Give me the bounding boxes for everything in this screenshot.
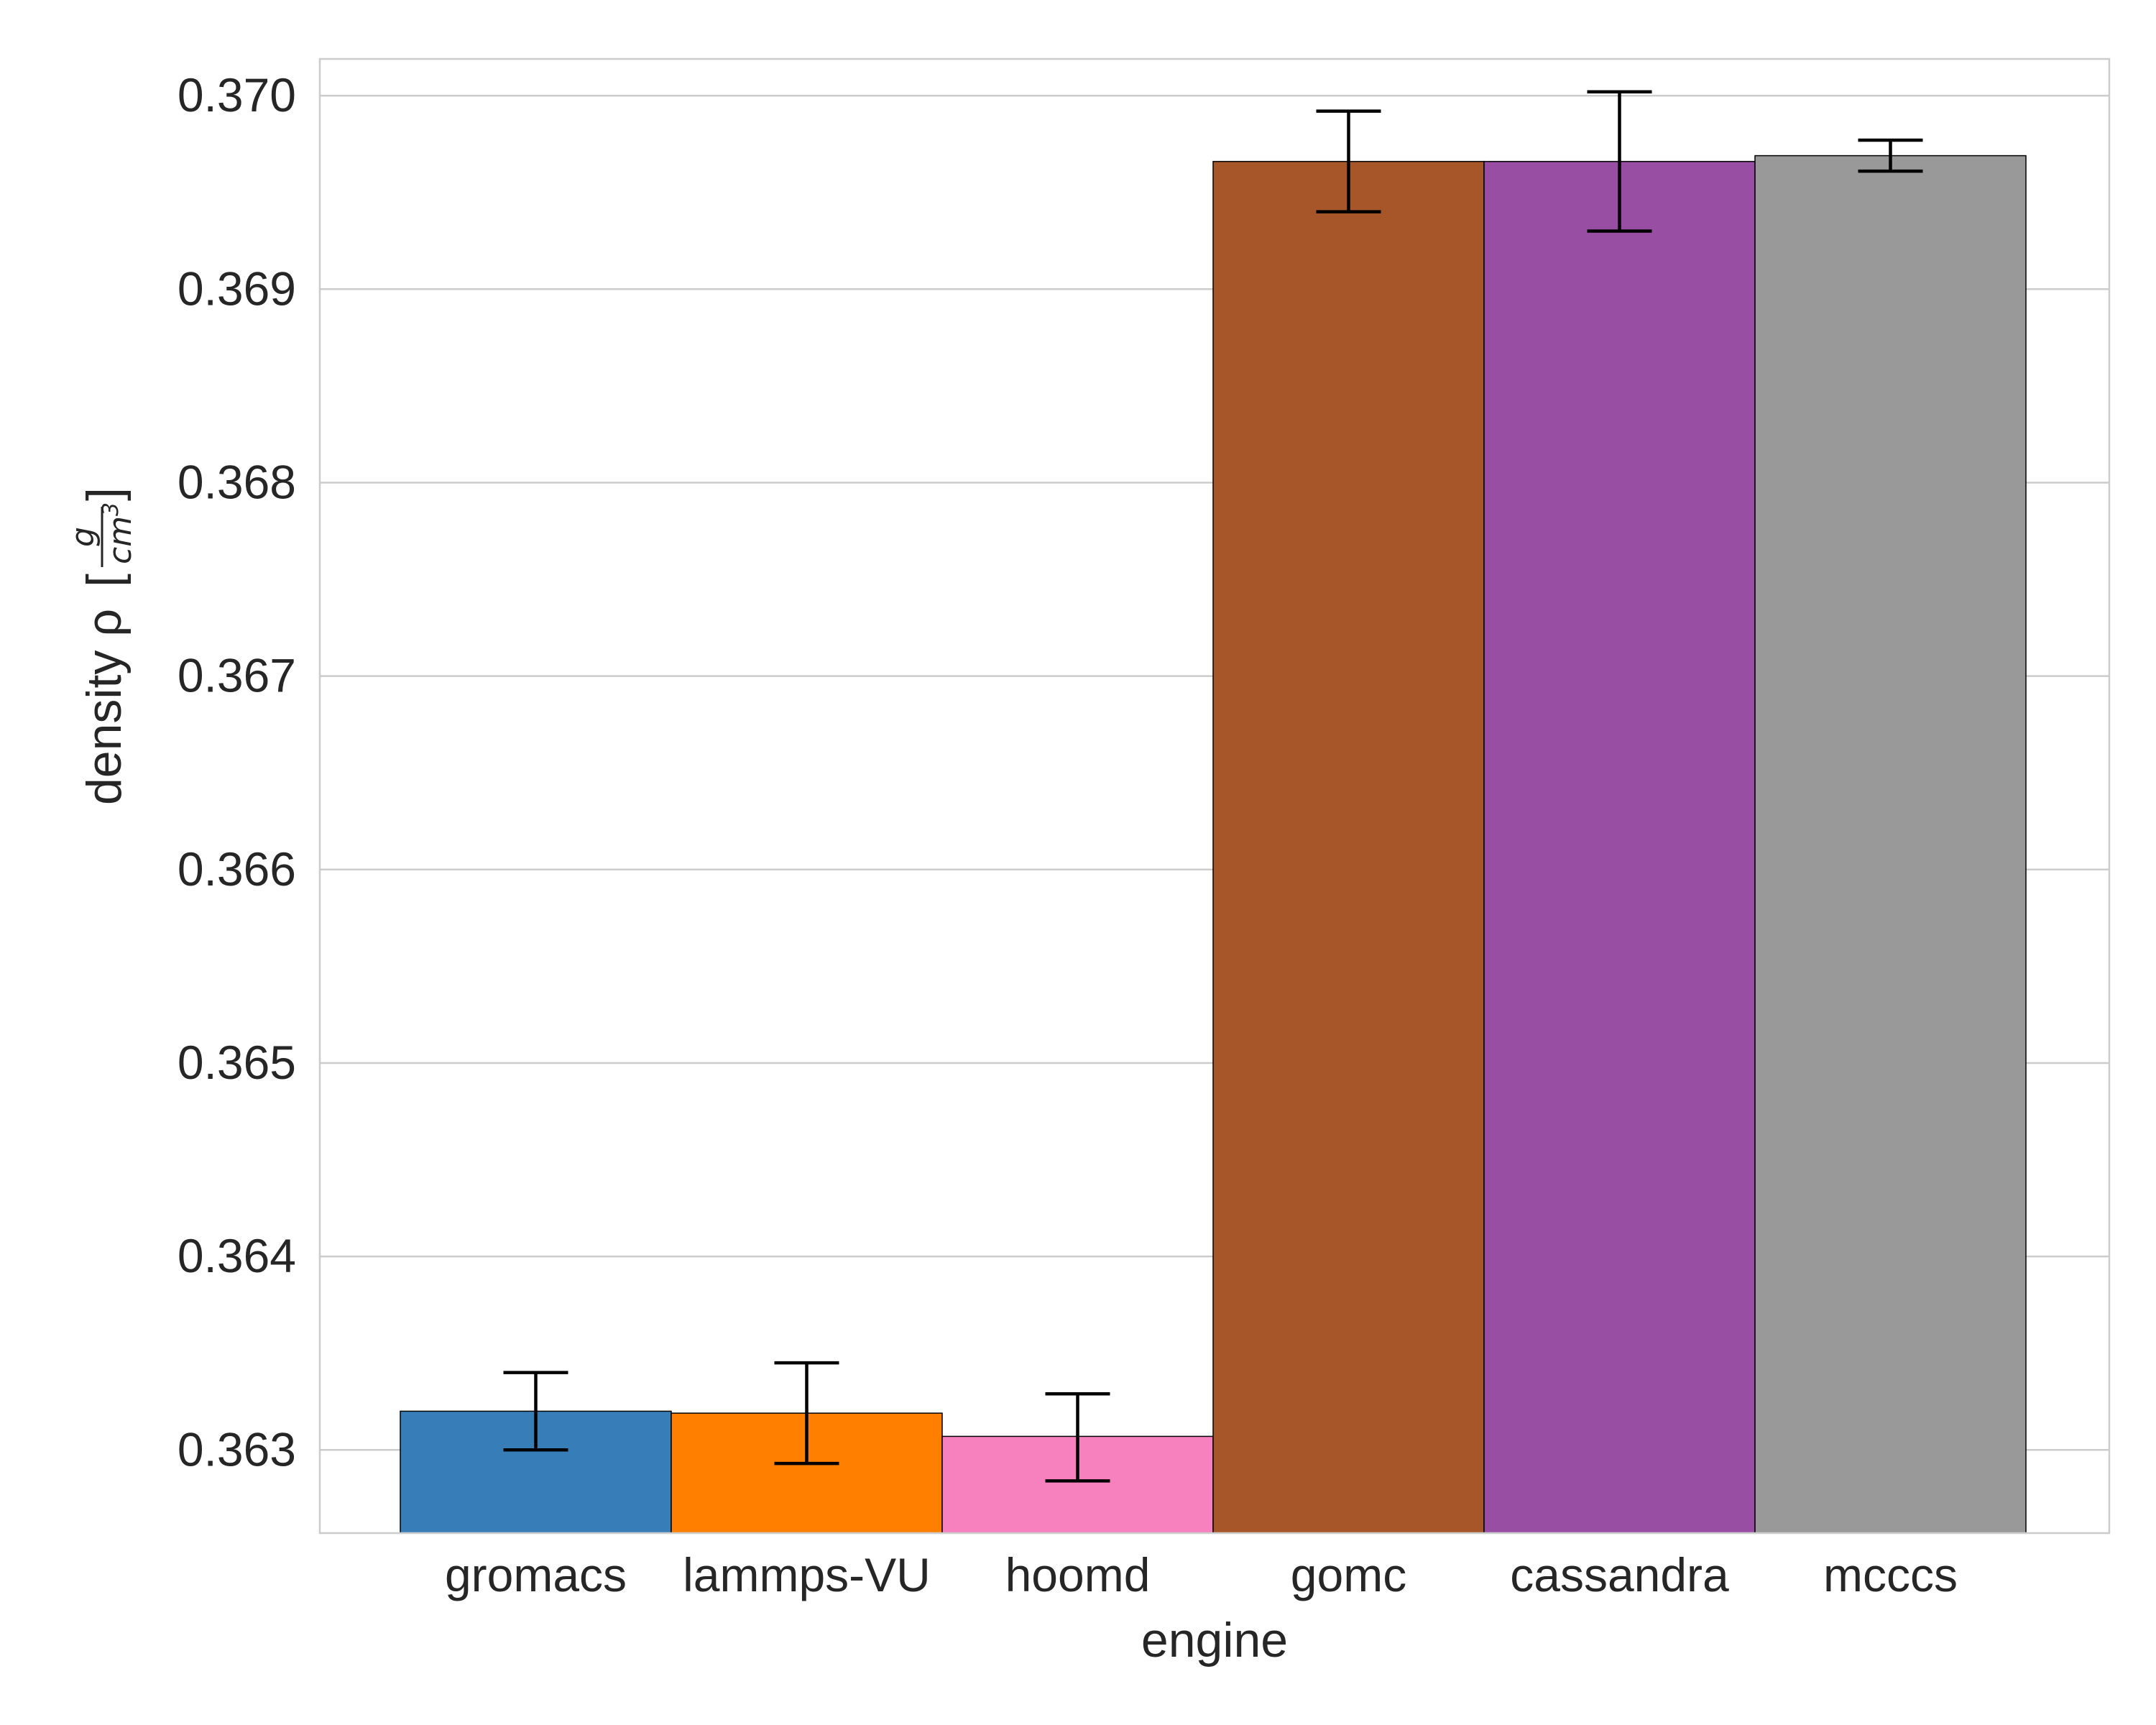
- y-tick-labels: 0.363 0.364 0.365 0.366 0.367 0.368 0.369 0.370: [178, 68, 296, 1476]
- x-tick-label-mcccs: mcccs: [1823, 1548, 1958, 1601]
- y-tick-label: 0.367: [178, 649, 296, 702]
- y-tick-label: 0.364: [178, 1229, 296, 1282]
- y-tick-label: 0.365: [178, 1036, 296, 1089]
- error-bar-gomc: [1316, 109, 1381, 213]
- error-bar-hoomd: [1045, 1392, 1110, 1483]
- bar-gomc: [1212, 160, 1485, 1534]
- plot-frame: [318, 58, 2111, 1535]
- y-tick-label: 0.368: [178, 455, 296, 508]
- x-tick-labels: gromacs lammps-VU hoomd gomc cassandra mcccs: [445, 1548, 1958, 1601]
- y-axis-unit-denominator: cm3: [98, 502, 139, 564]
- y-tick-label: 0.366: [178, 842, 296, 896]
- y-axis-unit-numerator: g: [65, 527, 101, 547]
- error-bar-lammps-VU: [774, 1361, 839, 1466]
- error-bar-mcccs: [1858, 138, 1923, 173]
- y-axis-unit-denominator-base: cm: [102, 516, 139, 564]
- y-axis-unit-exponent: 3: [98, 502, 124, 516]
- bar-mcccs: [1754, 155, 2027, 1534]
- y-axis-label: density ρ [ g cm3 ]: [65, 487, 139, 805]
- x-tick-label-lammps-VU: lammps-VU: [683, 1548, 931, 1601]
- error-bars: [503, 90, 1923, 1483]
- x-tick-label-gromacs: gromacs: [445, 1548, 627, 1601]
- x-axis-label: engine: [1141, 1613, 1288, 1668]
- error-bar-gromacs: [503, 1371, 568, 1452]
- y-axis-unit-open-bracket: [: [77, 574, 132, 587]
- x-tick-label-hoomd: hoomd: [1005, 1548, 1151, 1601]
- y-axis-label-text: density ρ: [77, 609, 132, 805]
- y-axis-unit-close-bracket: ]: [77, 487, 132, 501]
- error-bar-cassandra: [1587, 90, 1652, 233]
- bars: [400, 155, 2027, 1534]
- y-tick-label: 0.363: [178, 1422, 296, 1476]
- bar-cassandra: [1483, 160, 1756, 1534]
- x-tick-label-gomc: gomc: [1291, 1548, 1406, 1601]
- y-tick-label: 0.370: [178, 68, 296, 121]
- y-tick-label: 0.369: [178, 262, 296, 315]
- x-tick-label-cassandra: cassandra: [1510, 1548, 1729, 1601]
